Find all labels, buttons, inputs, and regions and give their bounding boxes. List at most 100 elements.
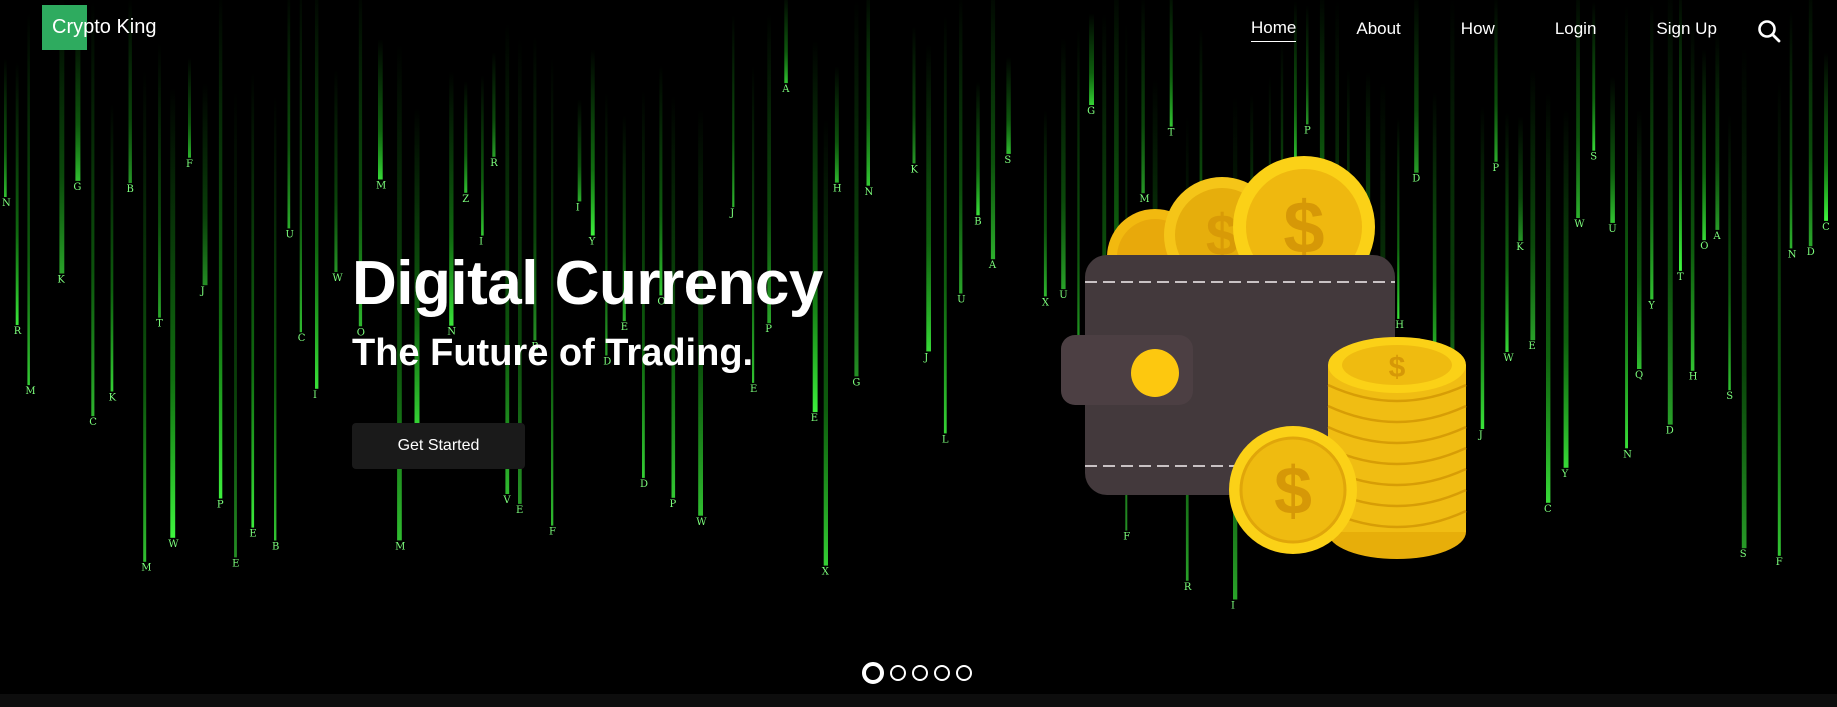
svg-text:O: O xyxy=(1700,241,1708,252)
carousel-dot-3[interactable] xyxy=(912,665,928,681)
search-icon[interactable] xyxy=(1757,19,1781,43)
svg-text:Y: Y xyxy=(1647,300,1655,311)
page-bottom-strip xyxy=(0,694,1837,707)
carousel-dot-5[interactable] xyxy=(956,665,972,681)
svg-text:R: R xyxy=(490,158,498,169)
svg-text:R: R xyxy=(14,326,22,337)
svg-text:D: D xyxy=(603,356,611,367)
svg-text:F: F xyxy=(549,527,556,538)
svg-text:B: B xyxy=(127,184,134,195)
svg-text:G: G xyxy=(73,182,81,193)
svg-text:D: D xyxy=(640,479,648,490)
svg-text:E: E xyxy=(811,413,818,424)
svg-text:M: M xyxy=(1139,194,1149,205)
svg-text:N: N xyxy=(2,198,11,209)
svg-text:U: U xyxy=(286,229,294,240)
svg-text:F: F xyxy=(1776,557,1783,568)
brand-name: Crypto King xyxy=(52,16,157,38)
svg-text:I: I xyxy=(1231,601,1235,612)
svg-text:C: C xyxy=(89,417,97,428)
svg-text:C: C xyxy=(1544,504,1552,515)
svg-text:A: A xyxy=(781,84,790,95)
nav-signup-link[interactable]: Sign Up xyxy=(1656,18,1717,38)
svg-text:W: W xyxy=(332,273,343,284)
svg-text:P: P xyxy=(1492,163,1499,174)
carousel-dot-1[interactable] xyxy=(862,662,884,684)
nav-login-link[interactable]: Login xyxy=(1554,18,1597,38)
carousel-indicators xyxy=(862,662,978,684)
svg-text:S: S xyxy=(1590,152,1597,163)
svg-text:B: B xyxy=(974,216,981,227)
svg-text:J: J xyxy=(200,286,205,297)
carousel-dot-2[interactable] xyxy=(890,665,906,681)
svg-text:X: X xyxy=(1042,297,1050,308)
svg-text:D: D xyxy=(1666,426,1674,437)
svg-text:U: U xyxy=(957,295,965,306)
svg-text:U: U xyxy=(1059,290,1067,301)
svg-text:Q: Q xyxy=(1635,370,1643,381)
svg-text:H: H xyxy=(833,184,842,195)
svg-text:W: W xyxy=(168,539,179,550)
brand-logo[interactable]: Crypto King xyxy=(42,5,157,50)
svg-text:W: W xyxy=(1574,219,1585,230)
svg-text:P: P xyxy=(670,499,677,510)
svg-text:N: N xyxy=(447,327,456,338)
svg-text:J: J xyxy=(1478,430,1483,441)
svg-text:D: D xyxy=(1412,174,1420,185)
svg-text:M: M xyxy=(141,563,151,574)
svg-text:W: W xyxy=(696,517,707,528)
svg-text:S: S xyxy=(1740,549,1747,560)
svg-text:H: H xyxy=(1395,320,1404,331)
svg-text:S: S xyxy=(1726,391,1733,402)
svg-text:M: M xyxy=(376,181,386,192)
svg-text:N: N xyxy=(1788,249,1797,260)
wallet-coins-illustration: $ $ $ xyxy=(1061,156,1467,559)
svg-text:E: E xyxy=(1528,341,1535,352)
logo-square xyxy=(42,5,87,50)
svg-text:M: M xyxy=(395,541,405,552)
main-nav: Home About How Login Sign Up xyxy=(1225,18,1777,42)
svg-text:O: O xyxy=(357,327,365,338)
svg-text:O: O xyxy=(657,296,665,307)
svg-text:F: F xyxy=(186,159,193,170)
svg-text:N: N xyxy=(1623,449,1632,460)
svg-text:J: J xyxy=(923,352,928,363)
svg-text:K: K xyxy=(911,164,919,175)
svg-text:K: K xyxy=(109,393,117,404)
hero-subtitle: The Future of Trading. xyxy=(352,332,754,374)
svg-text:E: E xyxy=(249,529,256,540)
get-started-button[interactable]: Get Started xyxy=(352,423,525,469)
svg-text:D: D xyxy=(1807,247,1815,258)
svg-text:Y: Y xyxy=(588,237,596,248)
svg-text:Z: Z xyxy=(462,194,469,205)
svg-text:Y: Y xyxy=(1561,469,1569,480)
svg-text:$: $ xyxy=(1274,453,1312,529)
svg-text:E: E xyxy=(621,322,628,333)
nav-how-link[interactable]: How xyxy=(1460,18,1495,38)
svg-text:E: E xyxy=(232,559,239,570)
svg-text:K: K xyxy=(57,275,65,286)
carousel-dot-4[interactable] xyxy=(934,665,950,681)
svg-text:J: J xyxy=(729,208,734,219)
svg-text:I: I xyxy=(313,390,317,401)
svg-text:R: R xyxy=(1184,582,1192,593)
svg-text:B: B xyxy=(272,542,279,553)
svg-text:T: T xyxy=(1677,272,1684,283)
svg-text:C: C xyxy=(1822,222,1830,233)
nav-home-link[interactable]: Home xyxy=(1251,18,1297,42)
svg-text:I: I xyxy=(479,237,483,248)
hero-title: Digital Currency xyxy=(352,249,823,318)
svg-text:N: N xyxy=(865,187,874,198)
svg-text:E: E xyxy=(516,505,523,516)
svg-text:P: P xyxy=(1304,125,1311,136)
svg-text:T: T xyxy=(1168,128,1175,139)
svg-text:T: T xyxy=(156,319,163,330)
svg-text:P: P xyxy=(217,500,224,511)
svg-text:$: $ xyxy=(1389,351,1406,384)
svg-text:A: A xyxy=(1712,231,1721,242)
nav-about-link[interactable]: About xyxy=(1356,18,1401,38)
svg-text:K: K xyxy=(1516,242,1524,253)
coin-stack: $ xyxy=(1327,337,1467,559)
